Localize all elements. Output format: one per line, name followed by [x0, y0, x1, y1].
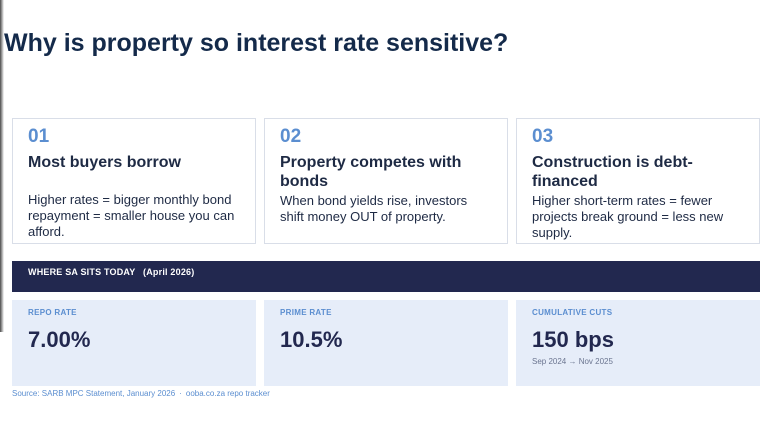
stat-repo-rate: REPO RATE 7.00% [12, 300, 256, 386]
source-link-text: ooba.co.za repo tracker [185, 389, 270, 398]
banner-label: WHERE SA SITS TODAY [28, 267, 136, 277]
where-sa-sits-banner: WHERE SA SITS TODAY (April 2026) [12, 261, 760, 292]
stat-cumulative-cuts: CUMULATIVE CUTS 150 bps Sep 2024 → Nov 2… [516, 300, 760, 386]
card-body: Higher rates = bigger monthly bond repay… [28, 192, 235, 239]
card-body: Higher short-term rates = fewer projects… [532, 193, 724, 240]
stat-value: 10.5% [280, 327, 343, 352]
stat-prime-rate: PRIME RATE 10.5% [264, 300, 508, 386]
source-text: Source: SARB MPC Statement, January 2026 [12, 389, 176, 398]
stat-subtext: Sep 2024 → Nov 2025 [532, 357, 613, 366]
reason-card-1: 01 Most buyers borrow Higher rates = big… [12, 118, 256, 244]
source-note: Source: SARB MPC Statement, January 2026… [12, 389, 270, 398]
source-separator: · [179, 389, 182, 398]
stat-label: REPO RATE [28, 308, 77, 317]
stat-label: PRIME RATE [280, 308, 332, 317]
page-title: Why is property so interest rate sensiti… [4, 29, 509, 57]
card-body: When bond yields rise, investors shift m… [280, 193, 468, 224]
banner-date: (April 2026) [143, 267, 195, 277]
card-number: 01 [28, 126, 50, 147]
stat-label: CUMULATIVE CUTS [532, 308, 613, 317]
card-heading: Construction is debt-financed [532, 154, 693, 190]
card-heading: Property competes with bonds [280, 154, 462, 190]
stat-value: 150 bps [532, 327, 614, 352]
card-number: 02 [280, 126, 302, 147]
card-heading: Most buyers borrow [28, 154, 181, 171]
reason-card-2: 02 Property competes with bonds When bon… [264, 118, 508, 244]
card-number: 03 [532, 126, 554, 147]
stat-value: 7.00% [28, 327, 91, 352]
window-edge-shadow [0, 0, 4, 332]
reason-card-3: 03 Construction is debt-financed Higher … [516, 118, 760, 244]
